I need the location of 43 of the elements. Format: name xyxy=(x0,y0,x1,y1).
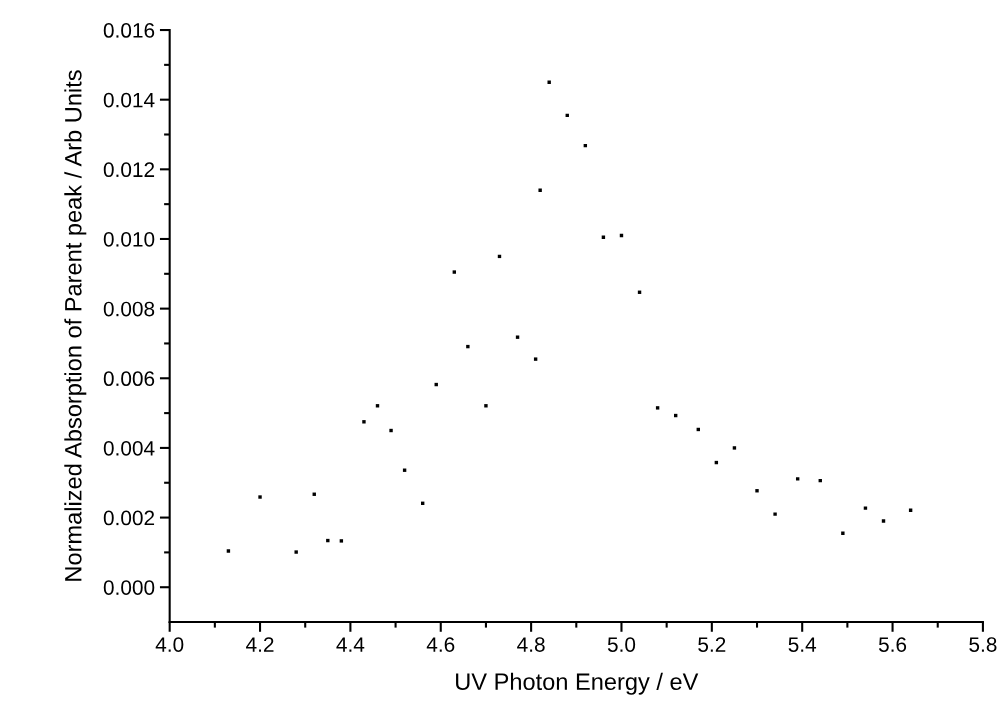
point xyxy=(484,404,488,408)
x-tick-label: 4.6 xyxy=(426,637,455,652)
x-tick-label: 5.4 xyxy=(788,637,817,652)
point xyxy=(547,80,551,84)
y-tick-label: 0.012 xyxy=(103,162,155,178)
x-tick-label: 5.2 xyxy=(698,637,726,652)
y-tick-label: 0.010 xyxy=(103,231,155,247)
point xyxy=(732,446,737,450)
point xyxy=(389,428,393,433)
x-tick-label: 4.2 xyxy=(246,637,274,652)
y-tick-label: 0.016 xyxy=(103,23,155,38)
y-tick-label: 0.008 xyxy=(103,301,155,317)
point xyxy=(258,495,262,499)
y-tick-label: 0.002 xyxy=(103,510,155,526)
point xyxy=(841,531,845,535)
x-tick-label: 4.4 xyxy=(336,637,365,652)
point xyxy=(362,420,366,424)
point xyxy=(515,335,520,339)
x-tick-label: 5.6 xyxy=(878,637,907,652)
point xyxy=(795,477,800,481)
point xyxy=(538,188,542,192)
point xyxy=(339,539,344,543)
point xyxy=(226,549,231,553)
y-tick-label: 0.000 xyxy=(103,580,155,595)
point xyxy=(863,506,868,510)
x-tick-label: 5.0 xyxy=(607,637,636,652)
point xyxy=(655,406,660,410)
point xyxy=(466,344,470,349)
point xyxy=(755,489,759,493)
x-tick-label: 4.0 xyxy=(155,637,184,652)
point xyxy=(881,519,886,523)
y-tick-label: 0.006 xyxy=(103,371,155,387)
y-axis-title: Normalized Absorption of Parent peak / Arb Units xyxy=(64,70,87,581)
point xyxy=(773,512,777,516)
point xyxy=(452,270,457,274)
x-tick-label: 5.8 xyxy=(969,637,997,652)
y-tick-label: 0.004 xyxy=(103,440,155,456)
y-tick-label: 0.014 xyxy=(103,92,155,108)
point xyxy=(533,357,538,361)
x-axis-title: UV Photon Energy / eV xyxy=(456,672,699,695)
point xyxy=(294,550,298,554)
point xyxy=(326,538,330,543)
x-tick-label: 4.8 xyxy=(517,637,545,652)
